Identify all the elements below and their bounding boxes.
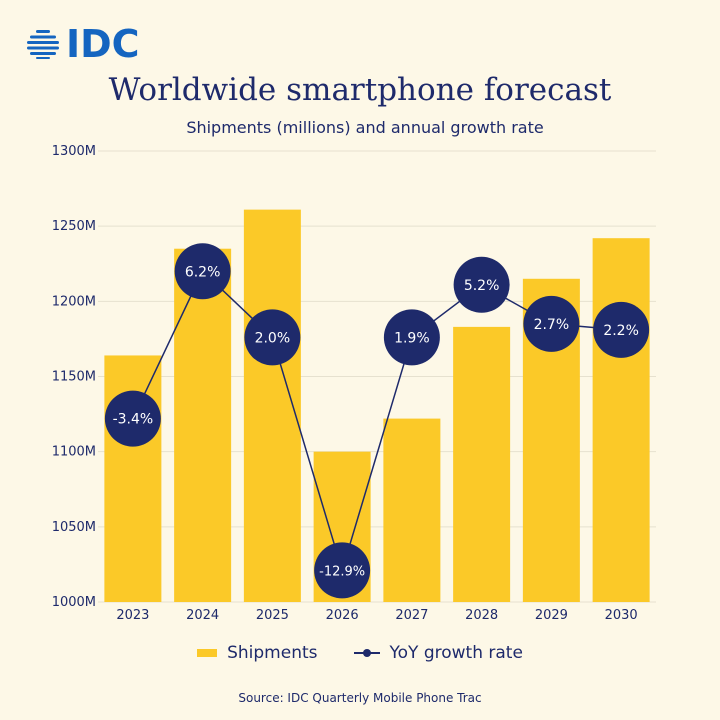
bar: [592, 238, 650, 602]
bar: [174, 248, 232, 602]
x-tick-label: 2025: [256, 608, 289, 623]
bar: [243, 209, 301, 602]
chart-subtitle: Shipments (millions) and annual growth r…: [186, 118, 544, 137]
legend-swatch-bar: [197, 649, 218, 657]
globe-icon: [27, 30, 59, 59]
x-tick-label: 2026: [326, 608, 359, 623]
y-tick-label: 1050M: [52, 520, 96, 535]
source-note: Source: IDC Quarterly Mobile Phone Trac: [238, 691, 482, 705]
x-tick-label: 2024: [186, 608, 219, 623]
y-tick-label: 1000M: [52, 595, 96, 610]
growth-marker: [593, 301, 650, 358]
x-tick-label: 2029: [535, 608, 568, 623]
growth-label: -12.9%: [319, 564, 365, 579]
chart-title: Worldwide smartphone forecast: [108, 72, 612, 108]
x-tick-label: 2030: [605, 608, 638, 623]
idc-logo: IDC: [26, 22, 140, 66]
growth-marker: [244, 309, 301, 366]
x-tick-label: 2028: [465, 608, 498, 623]
legend-item-growth: YoY growth rate: [353, 643, 523, 663]
legend-swatch-line: [353, 648, 380, 658]
growth-marker: [174, 243, 231, 300]
legend-item-shipments: Shipments: [197, 643, 318, 663]
legend: Shipments YoY growth rate: [0, 643, 720, 663]
y-tick-label: 1250M: [52, 219, 96, 234]
bar: [383, 418, 441, 602]
growth-label: 1.9%: [394, 330, 430, 346]
legend-label-growth: YoY growth rate: [389, 643, 523, 663]
legend-label-shipments: Shipments: [227, 643, 318, 663]
y-tick-label: 1200M: [52, 294, 96, 309]
bar: [453, 326, 511, 602]
growth-label: -3.4%: [113, 412, 154, 428]
growth-label: 5.2%: [464, 278, 500, 294]
growth-marker: [104, 390, 161, 447]
growth-marker: [383, 309, 440, 366]
growth-marker: [314, 542, 371, 599]
growth-marker: [523, 295, 580, 352]
y-tick-label: 1100M: [52, 445, 96, 460]
growth-marker: [453, 256, 510, 313]
growth-label: 6.2%: [185, 264, 221, 280]
x-tick-label: 2027: [395, 608, 428, 623]
growth-label: 2.2%: [603, 323, 639, 339]
growth-label: 2.7%: [534, 317, 570, 333]
x-tick-label: 2023: [116, 608, 149, 623]
y-tick-label: 1150M: [52, 370, 96, 385]
y-tick-label: 1300M: [52, 144, 96, 159]
growth-label: 2.0%: [255, 330, 291, 346]
logo-text: IDC: [66, 22, 140, 66]
